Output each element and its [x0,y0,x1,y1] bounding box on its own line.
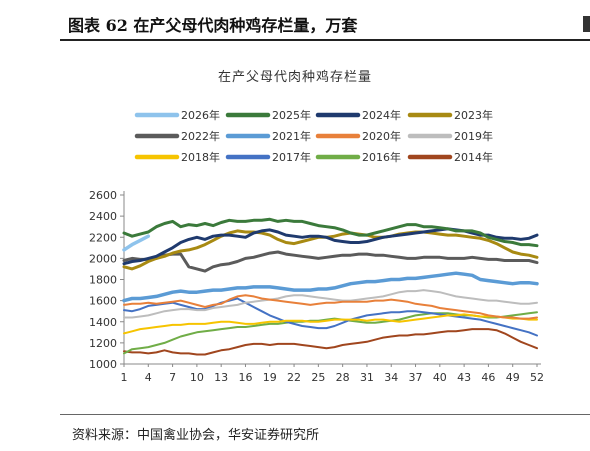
x-tick-label: 37 [409,371,423,384]
x-tick-label: 25 [311,371,325,384]
y-tick-label: 1200 [89,337,117,350]
y-tick-label: 1600 [89,295,117,308]
y-tick-label: 1800 [89,274,117,287]
y-tick-label: 1000 [89,358,117,371]
series-line-2023年 [122,229,539,271]
plot-area [122,217,539,356]
series-line-2021年 [122,271,539,303]
legend-label: 2022年 [181,129,220,143]
x-tick-label: 22 [287,371,301,384]
legend-label: 2023年 [454,108,493,122]
axes: 1000 1200 1400 1600 1800 2000 2200 2400 2600 1 4 7 1… [89,189,544,384]
x-tick-label: 13 [214,371,228,384]
source-note: 资料来源：中国禽业协会，华安证券研究所 [72,428,320,443]
legend-label: 2018年 [181,150,220,164]
series-line-2025年 [122,217,539,248]
legend-label: 2021年 [272,129,311,143]
x-tick-label: 19 [263,371,277,384]
legend-label: 2026年 [181,108,220,122]
y-tick-label: 1400 [89,316,117,329]
y-tick-label: 2200 [89,231,117,244]
x-tick-label: 31 [360,371,374,384]
title-rule [60,39,590,41]
x-tick-label: 4 [145,371,152,384]
series-line-2022年 [122,250,539,273]
legend-label: 2019年 [454,129,493,143]
chart-title: 在产父母代肉种鸡存栏量 [217,70,372,85]
x-tick-label: 7 [169,371,176,384]
x-tick-label: 16 [238,371,252,384]
y-tick-label: 2400 [89,210,117,223]
legend-label: 2024年 [362,108,401,122]
series-line-2026年 [122,234,151,252]
series-line-2018年 [123,313,538,335]
x-tick-label: 49 [506,371,520,384]
series-line-2014年 [123,328,538,356]
series-line-2017年 [123,297,538,337]
x-tick-label: 40 [433,371,447,384]
x-tick-label: 34 [384,371,398,384]
legend-label: 2020年 [362,129,401,143]
x-tick-label: 1 [121,371,128,384]
x-tick-label: 10 [190,371,204,384]
x-tick-label: 52 [530,371,544,384]
x-tick-label: 28 [336,371,350,384]
legend: 2026年 2025年 2024年 2023年 2022年 2021年 2020年 2019年… [134,108,493,164]
x-tick-label: 43 [457,371,471,384]
corner-mark [583,16,590,32]
y-tick-label: 2600 [89,189,117,202]
figure-title: 图表 62 在产父母代肉种鸡存栏量，万套 [68,16,358,35]
y-tick-label: 2000 [89,252,117,265]
source-rule [60,414,590,415]
legend-label: 2025年 [272,108,311,122]
series-line-2019年 [123,289,538,319]
legend-label: 2017年 [272,150,311,164]
x-tick-label: 46 [481,371,495,384]
series-line-2020年 [123,294,538,320]
legend-label: 2016年 [362,150,401,164]
legend-label: 2014年 [454,150,493,164]
